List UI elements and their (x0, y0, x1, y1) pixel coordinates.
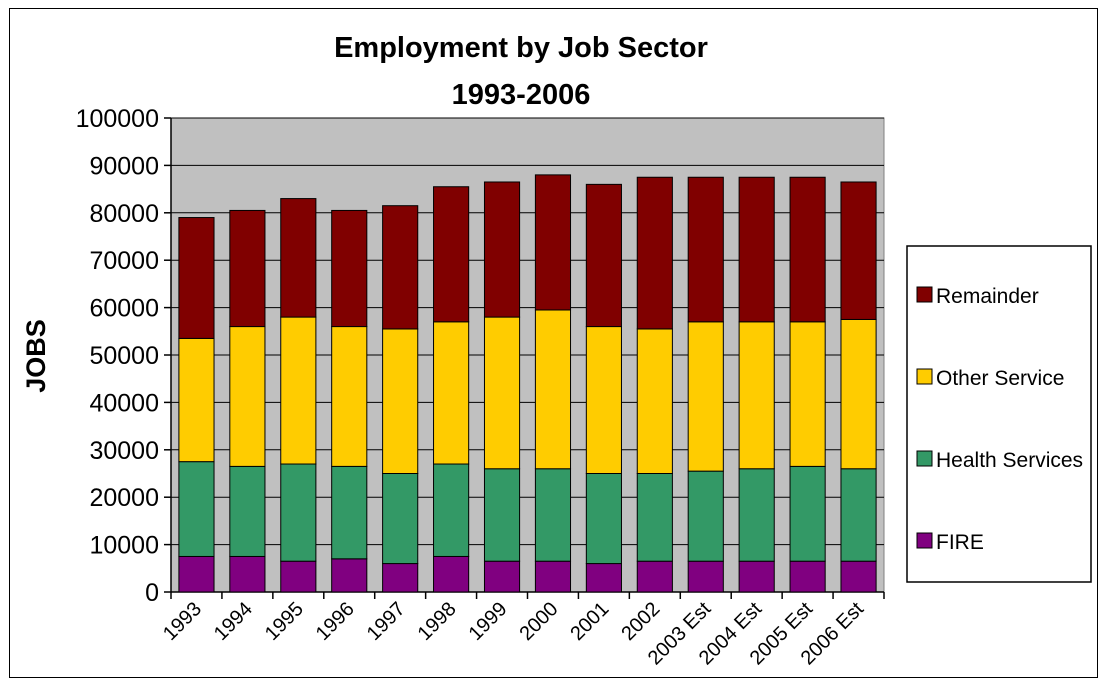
bar-fire (687, 560, 724, 593)
bar-fire (280, 560, 317, 593)
y-tick-label: 100000 (76, 105, 159, 133)
bar-remainder (585, 183, 622, 328)
bar-health-services (687, 470, 724, 562)
bar-remainder (789, 176, 826, 323)
y-tick-label: 30000 (89, 437, 159, 465)
bar-other-service (840, 318, 877, 470)
bar-remainder (229, 209, 266, 328)
bar-fire (229, 555, 266, 593)
legend-label: Remainder (936, 285, 1039, 308)
y-tick-label: 60000 (89, 295, 159, 323)
bar-fire (178, 555, 215, 593)
bar-health-services (433, 463, 470, 557)
bar-other-service (280, 316, 317, 465)
bar-health-services (382, 473, 419, 565)
legend-swatch (916, 286, 933, 303)
bar-health-services (636, 473, 673, 562)
y-tick-label: 10000 (89, 532, 159, 560)
x-tick-label: 1993 (159, 598, 206, 645)
bar-other-service (585, 326, 622, 474)
x-tick-label: 1994 (210, 598, 257, 645)
bar-remainder (382, 205, 419, 330)
bar-health-services (534, 468, 572, 562)
bar-other-service (178, 337, 215, 463)
x-tick-label: 1998 (414, 598, 461, 645)
bar-fire (636, 560, 673, 593)
legend-swatch (916, 450, 933, 467)
bar-fire (585, 563, 622, 593)
bar-fire (789, 560, 826, 593)
bar-remainder (687, 176, 724, 323)
chart-subtitle: 1993-2006 (452, 79, 591, 111)
bar-remainder (433, 186, 470, 323)
bar-remainder (178, 217, 215, 339)
bar-remainder (331, 209, 368, 328)
legend: Remainder Other Service Health Services FIR… (906, 245, 1092, 583)
x-tick-label: 2001 (566, 598, 613, 645)
bar-other-service (636, 328, 673, 474)
x-tick-label: 2000 (515, 598, 562, 645)
bar-other-service (687, 321, 724, 472)
bar-other-service (534, 309, 572, 470)
legend-swatch (916, 368, 933, 385)
bar-remainder (636, 176, 673, 330)
plot-area: 0 10000 20000 30000 40000 50000 60000 70000 8000… (76, 105, 885, 669)
bar-health-services (585, 473, 622, 565)
bar-fire (738, 560, 775, 593)
legend-swatch (916, 532, 933, 549)
bar-fire (840, 560, 877, 593)
x-tick-label: 1999 (465, 598, 512, 645)
bar-remainder (280, 198, 317, 318)
bar-other-service (433, 321, 470, 465)
y-tick-label: 40000 (89, 389, 159, 417)
bar-health-services (483, 468, 521, 562)
bar-fire (331, 558, 368, 593)
bar-fire (483, 560, 521, 593)
bar-other-service (789, 321, 826, 467)
bar-remainder (738, 176, 775, 323)
bar-remainder (483, 181, 521, 318)
bar-other-service (483, 316, 521, 470)
x-tick-label: 2002 (617, 598, 664, 645)
y-tick-label: 20000 (89, 484, 159, 512)
y-tick-label: 0 (145, 579, 159, 607)
bar-fire (534, 560, 572, 593)
bar-other-service (229, 326, 266, 467)
x-tick-label: 1996 (312, 598, 359, 645)
bar-remainder (840, 181, 877, 320)
y-tick-label: 50000 (89, 342, 159, 370)
bar-fire (382, 563, 419, 593)
x-tick-label: 1997 (363, 598, 410, 645)
y-tick-label: 70000 (89, 247, 159, 275)
y-tick-label: 80000 (89, 200, 159, 228)
y-tick-label: 90000 (89, 152, 159, 180)
bar-fire (433, 555, 470, 593)
legend-label: Other Service (936, 367, 1064, 390)
y-axis-label: JOBS (21, 319, 51, 393)
bar-health-services (178, 461, 215, 557)
legend-label: FIRE (936, 531, 984, 554)
bar-health-services (331, 465, 368, 560)
legend-box (906, 245, 1092, 583)
bar-remainder (534, 174, 572, 311)
bar-health-services (229, 465, 266, 557)
bar-health-services (840, 468, 877, 562)
bar-other-service (382, 328, 419, 474)
bar-health-services (280, 463, 317, 562)
bar-health-services (789, 465, 826, 562)
bar-other-service (738, 321, 775, 470)
bar-other-service (331, 326, 368, 467)
bar-health-services (738, 468, 775, 562)
x-tick-label: 1995 (261, 598, 308, 645)
chart-title: Employment by Job Sector (334, 32, 708, 64)
legend-label: Health Services (936, 449, 1083, 472)
